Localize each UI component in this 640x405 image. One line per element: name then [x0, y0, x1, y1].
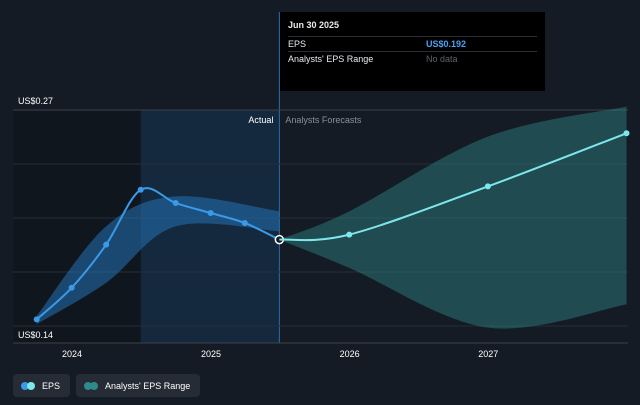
tooltip: Jun 30 2025 EPS US$0.192 Analysts' EPS R…	[280, 12, 545, 91]
legend-eps-label: EPS	[42, 380, 61, 391]
y-axis-min-label: US$0.14	[18, 330, 53, 340]
eps-forecast-point	[346, 231, 353, 238]
historical-range-area	[36, 196, 280, 325]
tooltip-range-value: No data	[426, 54, 458, 64]
actual-label: Actual	[248, 115, 273, 125]
x-tick-label: 2025	[201, 349, 221, 359]
y-axis-max-label: US$0.27	[18, 96, 53, 106]
x-tick-label: 2024	[62, 349, 82, 359]
x-tick-label: 2026	[340, 349, 360, 359]
tooltip-row-eps: EPS US$0.192	[288, 36, 537, 51]
tooltip-date: Jun 30 2025	[288, 20, 340, 30]
forecast-label: Analysts Forecasts	[285, 115, 362, 125]
range-dot-icon	[84, 381, 99, 390]
forecast-range-area	[279, 106, 627, 329]
tooltip-eps-label: EPS	[288, 39, 307, 49]
tooltip-eps-value: US$0.192	[426, 39, 467, 49]
eps-point	[207, 210, 214, 217]
legend-range-toggle[interactable]: Analysts' EPS Range	[76, 374, 201, 397]
tooltip-row-range: Analysts' EPS Range No data	[288, 51, 537, 66]
legend-range-label: Analysts' EPS Range	[105, 380, 191, 391]
eps-forecast-point	[484, 183, 491, 190]
eps-dot-icon	[21, 381, 36, 390]
eps-forecast-point	[623, 130, 630, 137]
tooltip-range-label: Analysts' EPS Range	[288, 54, 374, 64]
eps-point	[33, 316, 40, 323]
eps-forecast-line	[279, 132, 627, 242]
eps-line	[36, 187, 280, 321]
eps-point	[68, 284, 75, 291]
x-tick-label: 2027	[478, 349, 498, 359]
eps-point	[103, 241, 110, 248]
eps-point	[241, 219, 248, 226]
eps-point	[137, 186, 144, 193]
legend: EPS Analysts' EPS Range	[13, 374, 201, 397]
eps-point	[172, 200, 179, 207]
legend-eps-toggle[interactable]: EPS	[13, 374, 71, 397]
